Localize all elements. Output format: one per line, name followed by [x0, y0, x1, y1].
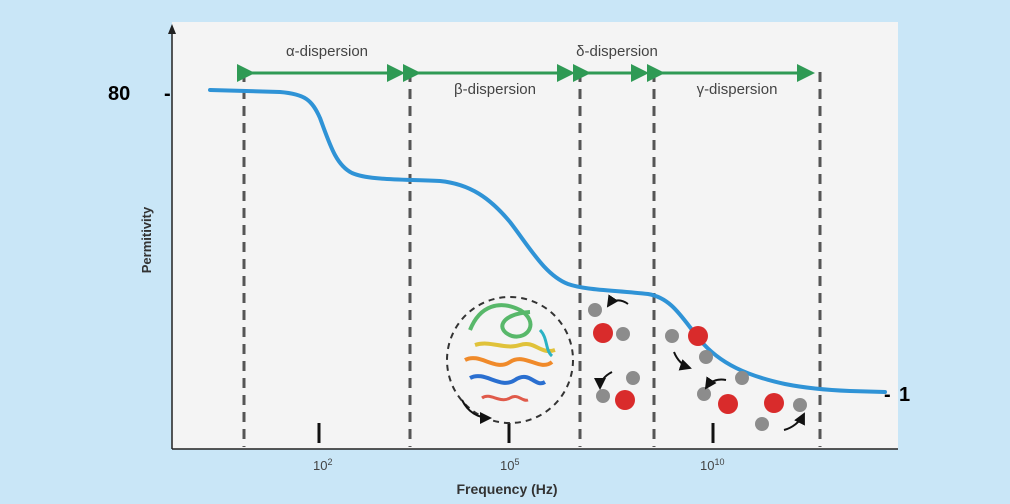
- y-axis-arrow-icon: [168, 24, 176, 34]
- x-axis-title: Frequency (Hz): [456, 481, 557, 497]
- region-boundaries: [242, 72, 822, 447]
- rotation-arrow-icon: [673, 351, 692, 371]
- water-molecule: [665, 326, 713, 364]
- rotation-arrow-icon: [461, 399, 492, 424]
- x-tick-label: 1010: [700, 457, 724, 473]
- water-molecules: [588, 294, 807, 431]
- x-ticks: [317, 423, 715, 443]
- protein-ribbon: [469, 374, 547, 386]
- water-molecule: [596, 371, 640, 410]
- y-axis-title: Permitivity: [139, 206, 154, 273]
- rotation-arrow-icon: [704, 376, 727, 390]
- y-low-label: 1: [899, 384, 910, 406]
- y-high-label: 80: [108, 83, 130, 105]
- alpha-dispersion-label: α-dispersion: [286, 43, 368, 60]
- rotation-arrow-icon: [606, 294, 629, 308]
- x-tick-label: 105: [500, 457, 519, 473]
- water-molecule: [755, 393, 807, 431]
- delta-dispersion-label: δ-dispersion: [576, 43, 658, 60]
- rotation-arrow-icon: [594, 371, 613, 390]
- protein-ribbon: [474, 341, 556, 354]
- water-molecule: [697, 371, 749, 414]
- gamma-dispersion-label: γ-dispersion: [697, 81, 778, 98]
- protein-ribbon: [468, 303, 533, 339]
- protein-ribbon: [538, 328, 554, 358]
- protein-ribbon: [464, 356, 554, 367]
- protein-illustration: [446, 296, 574, 424]
- rotation-arrow-icon: [783, 412, 805, 431]
- water-molecule: [588, 303, 630, 343]
- protein-ribbon: [481, 394, 529, 402]
- beta-dispersion-label: β-dispersion: [454, 81, 536, 98]
- y-low-tick: -: [884, 384, 891, 406]
- y-high-tick: -: [164, 83, 171, 105]
- x-tick-label: 102: [313, 457, 332, 473]
- permittivity-curve: [208, 88, 887, 394]
